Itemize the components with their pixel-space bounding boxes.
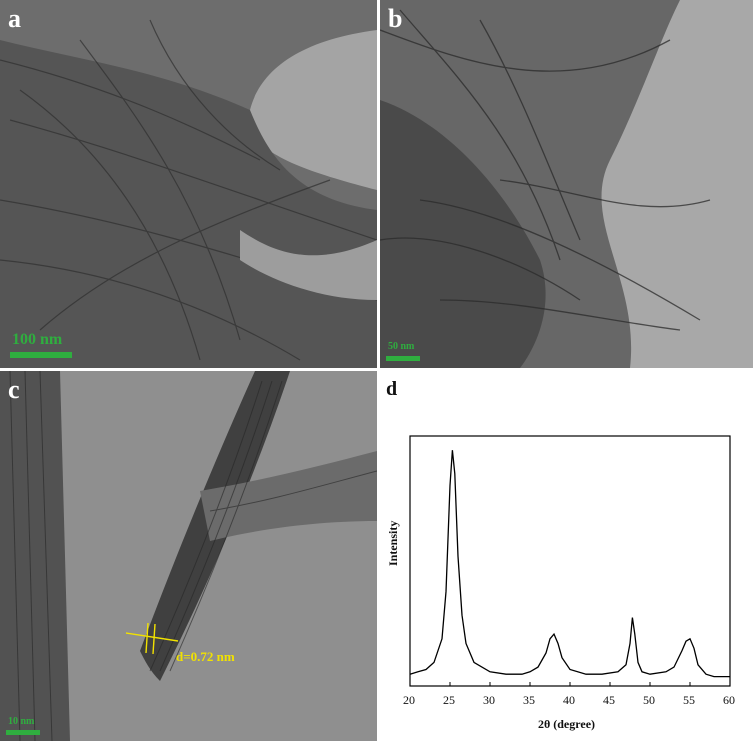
panel-label-a: a (8, 4, 21, 33)
scale-bar-label-c: 10 nm (8, 716, 35, 727)
xrd-panel-d: d 20 25 30 35 40 45 50 55 60 Intensity 2θ (degre… (380, 371, 753, 741)
x-tick-label: 35 (523, 693, 535, 707)
y-axis-label: Intensity (386, 520, 400, 566)
x-tick-label: 45 (603, 693, 615, 707)
scale-bar-b (386, 356, 420, 361)
tem-image-b (380, 0, 753, 368)
x-tick-label: 55 (683, 693, 695, 707)
xrd-series-line (409, 450, 730, 678)
x-tick-label: 20 (403, 693, 415, 707)
scale-bar-label-a: 100 nm (12, 331, 63, 348)
d-spacing-label: d=0.72 nm (176, 649, 235, 664)
x-tick-label: 30 (483, 693, 495, 707)
x-tick-label: 60 (723, 693, 735, 707)
d-spacing-marker (125, 622, 179, 655)
panel-label-b: b (388, 4, 403, 33)
x-tick-label: 25 (443, 693, 455, 707)
scale-bar-a (10, 352, 72, 358)
tem-panel-c: c d=0.72 nm 10 nm (0, 371, 377, 741)
xrd-chart (409, 435, 731, 687)
tem-panel-a: a 100 nm (0, 0, 377, 368)
panel-label-c: c (8, 375, 20, 404)
tem-image-c (0, 371, 377, 741)
x-tick-label: 50 (643, 693, 655, 707)
x-tick-label: 40 (563, 693, 575, 707)
tem-panel-b: b 50 nm (380, 0, 753, 368)
panel-label-d: d (386, 378, 398, 400)
tem-image-a (0, 0, 377, 368)
x-axis-label: 2θ (degree) (538, 717, 596, 731)
scale-bar-label-b: 50 nm (388, 341, 415, 352)
scale-bar-c (6, 730, 40, 735)
